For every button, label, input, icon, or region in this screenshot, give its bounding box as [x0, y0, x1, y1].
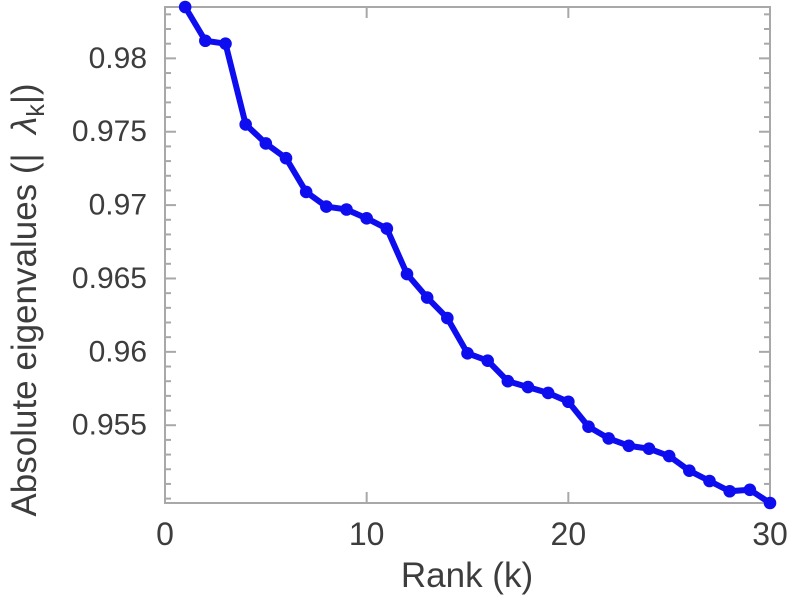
data-point-k19 — [541, 386, 555, 400]
y-axis-title-text: Absolute eigenvalues (| — [5, 133, 44, 517]
data-point-k11 — [380, 222, 394, 235]
y-axis-title-suffix: |) — [5, 83, 44, 105]
y-tick-label: 0.98 — [89, 42, 147, 75]
lambda-subscript: k — [22, 104, 50, 117]
x-tick-label: 30 — [752, 516, 788, 552]
data-point-k4 — [239, 118, 252, 131]
data-point-k27 — [703, 474, 716, 488]
data-point-k28 — [723, 484, 736, 498]
y-tick-label: 0.965 — [72, 262, 147, 295]
x-tick-label: 0 — [156, 516, 174, 552]
y-axis-title: Absolute eigenvalues (| λk|) — [5, 83, 51, 516]
data-point-k17 — [501, 374, 515, 388]
data-point-k8 — [320, 200, 333, 213]
data-point-k20 — [562, 395, 575, 409]
data-point-k7 — [299, 185, 313, 199]
x-tick-label: 10 — [349, 516, 385, 552]
data-point-k10 — [360, 212, 373, 225]
eigenvalue-line — [182, 4, 773, 506]
data-point-k14 — [441, 311, 454, 325]
plot-box — [164, 6, 771, 504]
data-point-k29 — [743, 483, 757, 497]
data-point-k22 — [602, 432, 615, 445]
lambda-symbol: λ — [5, 116, 44, 134]
data-point-k16 — [481, 354, 494, 367]
data-point-k1 — [178, 0, 192, 14]
data-point-k30 — [763, 496, 777, 510]
data-point-k13 — [420, 291, 434, 304]
y-tick-label: 0.955 — [72, 409, 147, 442]
data-point-k2 — [199, 34, 212, 48]
data-point-k18 — [521, 380, 535, 394]
y-tick-label: 0.96 — [89, 335, 147, 368]
data-point-k21 — [582, 420, 595, 433]
y-tick-label: 0.97 — [89, 189, 147, 222]
data-point-k5 — [259, 137, 273, 150]
data-point-k26 — [683, 464, 696, 478]
data-point-k6 — [279, 151, 293, 165]
data-point-k3 — [219, 37, 232, 50]
data-point-k23 — [622, 439, 636, 453]
data-point-k12 — [400, 267, 414, 281]
data-point-k15 — [461, 347, 474, 360]
data-point-k25 — [662, 449, 676, 463]
data-point-k9 — [340, 203, 353, 216]
y-tick-label: 0.975 — [72, 115, 147, 148]
x-axis-title: Rank (k) — [400, 556, 534, 595]
data-point-k24 — [642, 442, 656, 456]
x-tick-label: 20 — [551, 516, 587, 552]
